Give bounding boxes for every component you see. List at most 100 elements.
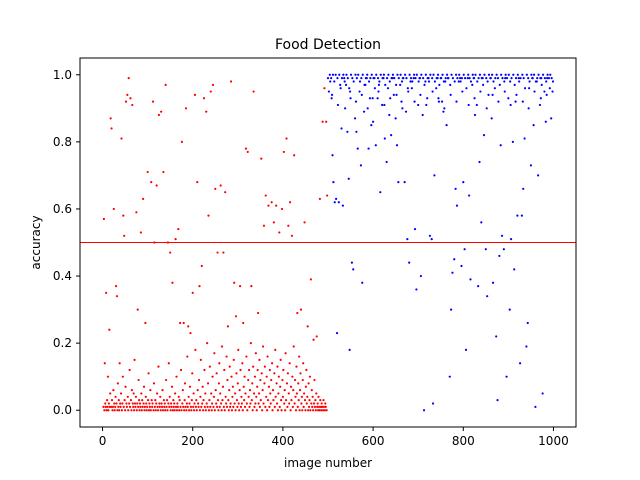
data-point-s0-198 bbox=[161, 409, 165, 412]
data-point-s1-236 bbox=[458, 73, 461, 76]
chart-title: Food Detection bbox=[275, 37, 381, 53]
data-point-s0-332 bbox=[236, 382, 239, 385]
data-point-s0-344 bbox=[243, 399, 246, 402]
data-point-s1-205 bbox=[411, 80, 414, 83]
data-point-s0-245 bbox=[188, 402, 191, 405]
data-point-s1-62 bbox=[415, 288, 418, 291]
data-point-s1-141 bbox=[534, 405, 537, 408]
data-point-s1-119 bbox=[500, 234, 504, 237]
data-point-s1-9 bbox=[337, 201, 340, 204]
data-point-s0-242 bbox=[186, 405, 189, 408]
data-point-s0-2 bbox=[105, 291, 108, 294]
data-point-s1-114 bbox=[493, 87, 496, 90]
data-point-s1-121 bbox=[504, 77, 507, 80]
data-point-s0-24 bbox=[146, 170, 149, 174]
data-point-s0-333 bbox=[237, 348, 240, 351]
data-point-s1-35 bbox=[374, 144, 377, 147]
data-point-s1-266 bbox=[503, 80, 506, 83]
data-point-s1-33 bbox=[371, 120, 375, 123]
data-point-s0-142 bbox=[130, 389, 133, 392]
data-point-s0-237 bbox=[183, 382, 187, 385]
data-point-s0-345 bbox=[243, 375, 246, 378]
data-point-s1-95 bbox=[464, 348, 468, 351]
data-point-s1-67 bbox=[422, 409, 426, 412]
data-point-s0-389 bbox=[266, 399, 270, 402]
data-point-s0-358 bbox=[250, 399, 253, 402]
data-point-s1-73 bbox=[431, 402, 435, 405]
data-point-s1-329 bbox=[503, 90, 506, 93]
data-point-s0-129 bbox=[122, 405, 125, 408]
data-point-s1-336 bbox=[545, 93, 548, 96]
data-point-s1-172 bbox=[361, 73, 364, 76]
data-point-s0-339 bbox=[240, 395, 243, 398]
data-point-s0-211 bbox=[169, 409, 172, 412]
data-point-s0-463 bbox=[307, 382, 310, 385]
data-point-s1-220 bbox=[433, 80, 436, 83]
data-point-s0-31 bbox=[162, 170, 165, 174]
data-point-s0-300 bbox=[219, 392, 222, 395]
data-point-s1-2 bbox=[329, 80, 332, 83]
data-point-s0-355 bbox=[248, 389, 252, 392]
data-point-s0-32 bbox=[164, 83, 167, 86]
data-point-s0-441 bbox=[295, 392, 298, 395]
data-point-s1-162 bbox=[346, 77, 349, 80]
data-point-s1-5 bbox=[332, 181, 335, 184]
data-point-s0-238 bbox=[184, 405, 187, 408]
data-point-s1-231 bbox=[450, 73, 453, 76]
data-point-s0-400 bbox=[273, 372, 276, 375]
data-point-s0-470 bbox=[311, 405, 314, 408]
data-point-s0-193 bbox=[159, 395, 162, 398]
data-point-s0-51 bbox=[207, 214, 210, 217]
data-point-s1-74 bbox=[433, 174, 436, 177]
data-point-s0-166 bbox=[143, 405, 147, 408]
data-point-s1-54 bbox=[403, 181, 406, 184]
data-point-s1-339 bbox=[551, 90, 554, 93]
data-point-s0-325 bbox=[232, 358, 235, 362]
data-point-s1-198 bbox=[400, 80, 404, 83]
data-point-s0-343 bbox=[242, 385, 245, 388]
data-point-s0-374 bbox=[258, 405, 262, 408]
data-point-s1-66 bbox=[421, 113, 424, 117]
data-point-s0-70 bbox=[260, 157, 263, 160]
data-point-s1-164 bbox=[349, 73, 353, 76]
data-point-s0-123 bbox=[119, 402, 122, 405]
data-point-s0-231 bbox=[180, 409, 183, 412]
data-point-s0-319 bbox=[229, 402, 232, 405]
data-point-s0-216 bbox=[172, 399, 175, 402]
data-point-s0-205 bbox=[165, 399, 169, 402]
data-point-s1-132 bbox=[520, 214, 523, 217]
data-point-s0-118 bbox=[116, 409, 119, 412]
data-point-s0-98 bbox=[103, 409, 106, 412]
data-point-s0-278 bbox=[206, 382, 210, 385]
data-point-s0-144 bbox=[132, 405, 135, 408]
data-point-s0-227 bbox=[178, 409, 181, 412]
data-point-s1-296 bbox=[547, 77, 551, 80]
data-point-s1-57 bbox=[408, 261, 411, 264]
data-point-s0-208 bbox=[167, 362, 170, 365]
data-point-s0-0 bbox=[102, 217, 105, 221]
data-point-s0-100 bbox=[104, 405, 107, 408]
data-point-s0-230 bbox=[179, 368, 183, 372]
data-point-s0-267 bbox=[201, 402, 204, 405]
data-point-s1-1 bbox=[327, 90, 330, 93]
data-point-s0-379 bbox=[261, 389, 264, 392]
data-point-s0-53 bbox=[211, 83, 215, 86]
data-point-s1-282 bbox=[527, 77, 530, 80]
data-point-s0-202 bbox=[164, 409, 167, 412]
data-point-s1-36 bbox=[376, 97, 379, 100]
data-point-s1-159 bbox=[342, 73, 345, 76]
data-point-s0-102 bbox=[105, 399, 109, 402]
data-point-s1-293 bbox=[543, 77, 546, 80]
data-point-s0-487 bbox=[320, 409, 323, 412]
data-point-s0-308 bbox=[223, 409, 226, 412]
data-point-s0-474 bbox=[313, 378, 316, 382]
data-point-s1-118 bbox=[499, 144, 502, 147]
data-point-s1-271 bbox=[510, 77, 513, 80]
data-point-s1-239 bbox=[462, 73, 465, 76]
data-point-s1-147 bbox=[543, 90, 546, 93]
data-point-s1-232 bbox=[451, 77, 454, 80]
data-point-s0-115 bbox=[114, 405, 117, 408]
data-point-s1-60 bbox=[412, 77, 415, 80]
data-point-s1-324 bbox=[473, 97, 476, 100]
data-point-s0-52 bbox=[209, 90, 212, 93]
